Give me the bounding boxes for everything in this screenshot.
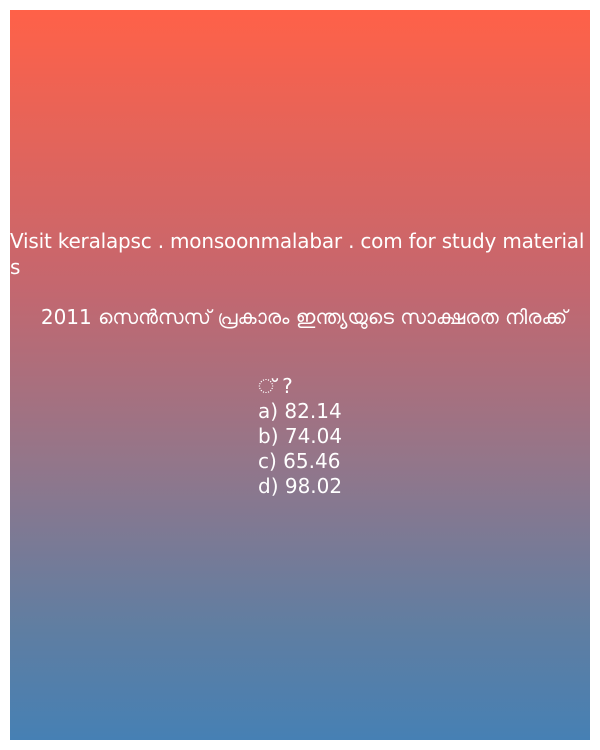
option-b: b) 74.04 <box>258 424 343 448</box>
option-a: a) 82.14 <box>258 399 342 423</box>
website-promo-text: Visit keralapsc . monsoonmalabar . com f… <box>10 229 585 279</box>
quiz-card: Visit keralapsc . monsoonmalabar . com f… <box>10 10 590 740</box>
option-d: d) 98.02 <box>258 474 343 498</box>
question-end-mark: ്‌ ? <box>258 374 293 398</box>
question-text: 2011 സെൻസസ് പ്രകാരം ഇന്ത്യയുടെ സാക്ഷരത ന… <box>40 305 568 329</box>
answer-options: ്‌ ? a) 82.14 b) 74.04 c) 65.46 d) 98.02 <box>258 374 342 499</box>
option-c: c) 65.46 <box>258 449 341 473</box>
